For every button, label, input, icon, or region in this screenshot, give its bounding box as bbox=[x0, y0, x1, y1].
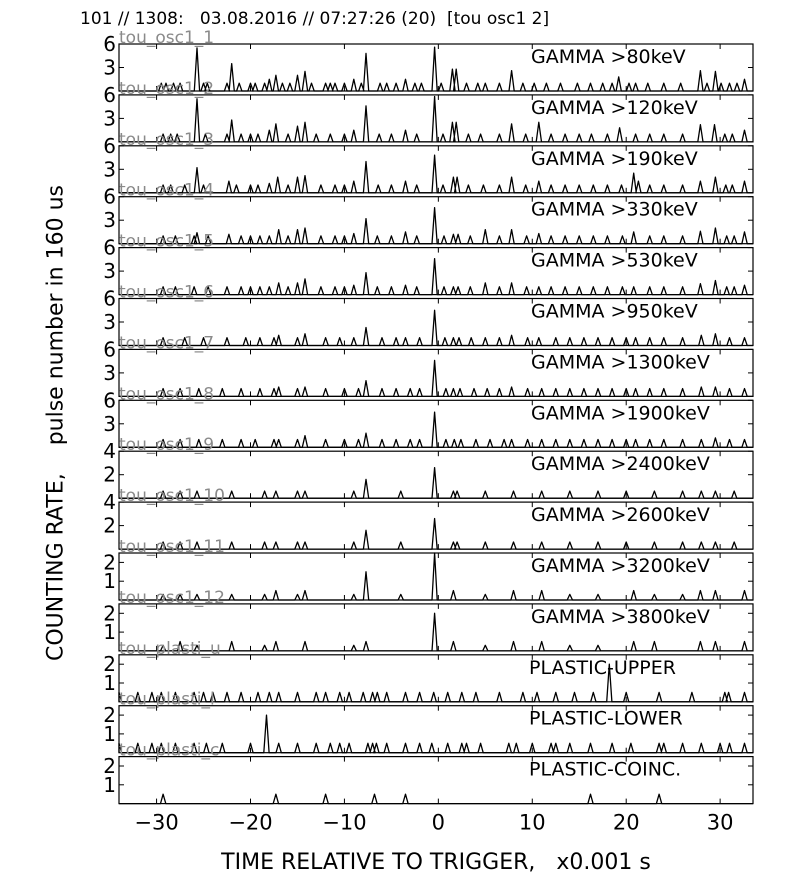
y-tick-label: 2 bbox=[103, 754, 116, 778]
channel-tag: tou_osc1_5 bbox=[119, 232, 214, 252]
panel-label: PLASTIC-COINC. bbox=[529, 759, 681, 781]
signal-trace bbox=[119, 612, 753, 652]
x-tick-label: 10 bbox=[519, 811, 546, 835]
x-tick-label: 20 bbox=[613, 811, 640, 835]
signal-trace bbox=[119, 257, 753, 296]
channel-tag: tou_plasti_u bbox=[119, 639, 221, 659]
channel-tag: tou_plasti_l bbox=[119, 690, 215, 710]
channel-tag: tou_osc1_1 bbox=[119, 28, 214, 48]
x-tick-label: −30 bbox=[134, 811, 178, 835]
panel-label: GAMMA >2600keV bbox=[531, 504, 710, 526]
y-tick-label: 6 bbox=[103, 32, 116, 56]
y-tick-label: 6 bbox=[103, 337, 116, 361]
y-tick-label: 4 bbox=[103, 490, 116, 514]
panel-label: PLASTIC-LOWER bbox=[529, 708, 683, 730]
y-tick-label: 1 bbox=[103, 620, 116, 644]
panel-label: GAMMA >530keV bbox=[531, 250, 698, 272]
x-tick-label: −10 bbox=[322, 811, 366, 835]
y-tick-label: 2 bbox=[103, 703, 116, 727]
y-tick-label: 3 bbox=[103, 56, 116, 80]
y-tick-label: 3 bbox=[103, 412, 116, 436]
panel-label: GAMMA >120keV bbox=[531, 97, 698, 119]
panel-frame bbox=[118, 603, 754, 652]
channel-tag: tou_osc1_2 bbox=[119, 79, 214, 99]
y-tick-label: 3 bbox=[103, 208, 116, 232]
channel-tag: tou_osc1_7 bbox=[119, 333, 214, 353]
panel-frame bbox=[118, 705, 754, 754]
panel-frame bbox=[118, 552, 754, 601]
signal-trace bbox=[119, 46, 753, 92]
panel-label: GAMMA >190keV bbox=[531, 148, 698, 170]
y-axis-label: COUNTING RATE, pulse number in 160 us bbox=[43, 184, 69, 662]
y-tick-label: 6 bbox=[103, 287, 116, 311]
panel-label: GAMMA >2400keV bbox=[531, 453, 710, 475]
panel-label: GAMMA >3200keV bbox=[531, 555, 710, 577]
panel-label: GAMMA >1300keV bbox=[531, 351, 710, 373]
channel-tag: tou_osc1_9 bbox=[119, 435, 214, 455]
channel-tag: tou_osc1_8 bbox=[119, 384, 214, 404]
y-tick-label: 3 bbox=[103, 310, 116, 334]
y-tick-label: 3 bbox=[103, 106, 116, 130]
y-tick-label: 6 bbox=[103, 134, 116, 158]
panel-label: GAMMA >1900keV bbox=[531, 402, 710, 424]
y-tick-label: 6 bbox=[103, 185, 116, 209]
y-tick-label: 4 bbox=[103, 439, 116, 463]
channel-tag: tou_plasti_c bbox=[119, 741, 219, 761]
y-tick-label: 3 bbox=[103, 157, 116, 181]
y-tick-label: 6 bbox=[103, 236, 116, 260]
channel-tag: tou_osc1_12 bbox=[119, 588, 225, 608]
x-tick-label: −20 bbox=[228, 811, 272, 835]
y-tick-label: 1 bbox=[103, 722, 116, 746]
y-tick-label: 2 bbox=[103, 601, 116, 625]
y-tick-label: 2 bbox=[103, 550, 116, 574]
x-axis-label: TIME RELATIVE TO TRIGGER, x0.001 s bbox=[221, 850, 651, 875]
y-tick-label: 3 bbox=[103, 259, 116, 283]
y-tick-label: 2 bbox=[103, 514, 116, 538]
x-tick-label: 30 bbox=[707, 811, 734, 835]
signal-trace bbox=[119, 793, 753, 805]
panel-label: PLASTIC-UPPER bbox=[529, 657, 676, 679]
figure-title: 101 // 1308: 03.08.2016 // 07:27:26 (20)… bbox=[80, 9, 550, 29]
y-tick-label: 6 bbox=[103, 83, 116, 107]
channel-tag: tou_osc1_10 bbox=[119, 486, 225, 506]
panel-frame bbox=[118, 755, 754, 805]
y-tick-label: 1 bbox=[103, 671, 116, 695]
panel-label: GAMMA >330keV bbox=[531, 199, 698, 221]
x-tick-label: 0 bbox=[432, 811, 445, 835]
y-tick-label: 1 bbox=[103, 569, 116, 593]
panel-label: GAMMA >80keV bbox=[531, 46, 686, 68]
channel-tag: tou_osc1_4 bbox=[119, 181, 214, 201]
y-tick-label: 2 bbox=[103, 463, 116, 487]
panel-label: GAMMA >3800keV bbox=[531, 606, 710, 628]
channel-tag: tou_osc1_11 bbox=[119, 537, 225, 557]
y-tick-label: 3 bbox=[103, 361, 116, 385]
y-tick-label: 6 bbox=[103, 388, 116, 412]
channel-tag: tou_osc1_3 bbox=[119, 130, 214, 150]
panel-frame bbox=[118, 654, 754, 703]
channel-tag: tou_osc1_6 bbox=[119, 283, 214, 303]
panel-label: GAMMA >950keV bbox=[531, 301, 698, 323]
y-tick-label: 2 bbox=[103, 652, 116, 676]
y-tick-label: 1 bbox=[103, 773, 116, 797]
